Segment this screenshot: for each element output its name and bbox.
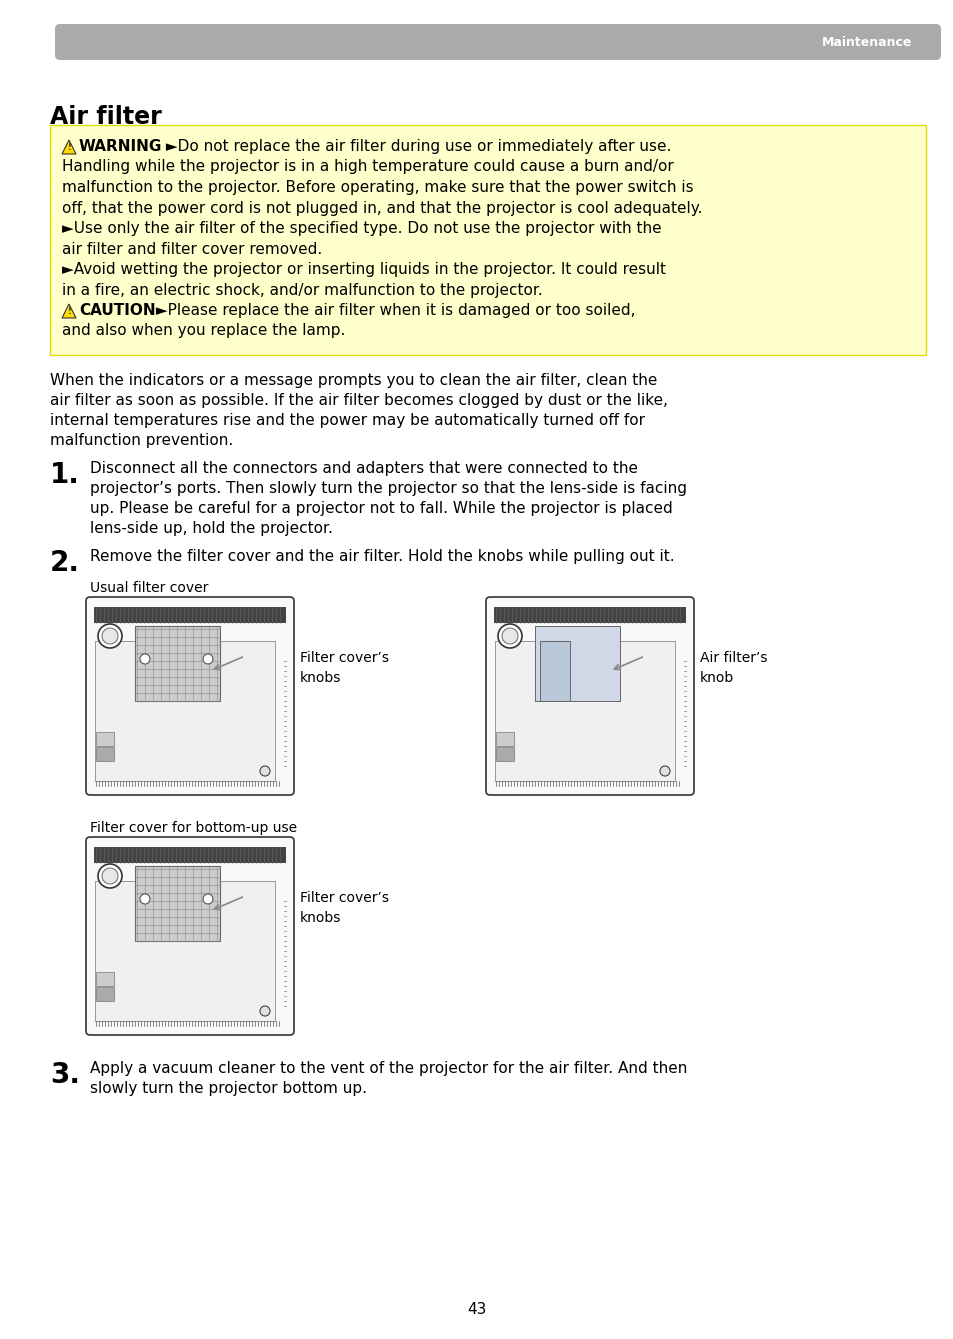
Circle shape — [203, 653, 213, 664]
Text: and also when you replace the lamp.: and also when you replace the lamp. — [62, 324, 345, 339]
Bar — [96, 747, 113, 761]
Bar — [94, 848, 286, 864]
Text: When the indicators or a message prompts you to clean the air filter, clean the: When the indicators or a message prompts… — [50, 374, 657, 388]
Circle shape — [497, 624, 521, 648]
Text: slowly turn the projector bottom up.: slowly turn the projector bottom up. — [90, 1081, 367, 1097]
Text: Air filter: Air filter — [50, 104, 162, 129]
Text: Remove the filter cover and the air filter. Hold the knobs while pulling out it.: Remove the filter cover and the air filt… — [90, 549, 674, 564]
Bar — [95, 881, 274, 1022]
FancyArrowPatch shape — [614, 657, 641, 670]
Text: Maintenance: Maintenance — [821, 36, 911, 48]
Circle shape — [98, 864, 122, 888]
Text: 3.: 3. — [50, 1060, 80, 1089]
Text: malfunction prevention.: malfunction prevention. — [50, 432, 233, 449]
Text: WARNING: WARNING — [79, 139, 162, 154]
Text: Disconnect all the connectors and adapters that were connected to the: Disconnect all the connectors and adapte… — [90, 461, 638, 475]
Circle shape — [140, 653, 150, 664]
Bar — [535, 627, 619, 702]
FancyBboxPatch shape — [86, 597, 294, 795]
Bar — [539, 641, 569, 702]
Text: air filter as soon as possible. If the air filter becomes clogged by dust or the: air filter as soon as possible. If the a… — [50, 394, 667, 408]
Circle shape — [203, 894, 213, 904]
Circle shape — [659, 766, 669, 777]
Bar — [96, 732, 113, 746]
Text: projector’s ports. Then slowly turn the projector so that the lens-side is facin: projector’s ports. Then slowly turn the … — [90, 481, 686, 495]
Text: internal temperatures rise and the power may be automatically turned off for: internal temperatures rise and the power… — [50, 412, 644, 428]
Text: lens-side up, hold the projector.: lens-side up, hold the projector. — [90, 521, 333, 536]
Circle shape — [260, 1006, 270, 1016]
Text: air filter and filter cover removed.: air filter and filter cover removed. — [62, 241, 322, 257]
FancyBboxPatch shape — [55, 24, 940, 60]
Text: off, that the power cord is not plugged in, and that the projector is cool adequ: off, that the power cord is not plugged … — [62, 201, 701, 216]
FancyBboxPatch shape — [50, 125, 925, 355]
Text: ►Avoid wetting the projector or inserting liquids in the projector. It could res: ►Avoid wetting the projector or insertin… — [62, 262, 665, 277]
FancyArrowPatch shape — [214, 897, 242, 909]
Text: !: ! — [68, 142, 71, 151]
Circle shape — [102, 868, 118, 884]
Text: CAUTION: CAUTION — [79, 303, 155, 317]
FancyBboxPatch shape — [86, 837, 294, 1035]
Text: ►Do not replace the air filter during use or immediately after use.: ►Do not replace the air filter during us… — [161, 139, 671, 154]
Circle shape — [102, 628, 118, 644]
Bar — [135, 627, 220, 702]
Bar — [494, 607, 685, 623]
Text: ►Please replace the air filter when it is damaged or too soiled,: ►Please replace the air filter when it i… — [151, 303, 635, 317]
Bar — [96, 987, 113, 1002]
Bar — [496, 732, 514, 746]
Bar — [95, 641, 274, 781]
Circle shape — [98, 624, 122, 648]
Text: Usual filter cover: Usual filter cover — [90, 581, 208, 595]
Text: in a fire, an electric shock, and/or malfunction to the projector.: in a fire, an electric shock, and/or mal… — [62, 283, 542, 297]
Text: malfunction to the projector. Before operating, make sure that the power switch : malfunction to the projector. Before ope… — [62, 179, 693, 195]
Bar — [96, 972, 113, 986]
Text: up. Please be careful for a projector not to fall. While the projector is placed: up. Please be careful for a projector no… — [90, 501, 672, 516]
Polygon shape — [62, 141, 76, 154]
Text: Apply a vacuum cleaner to the vent of the projector for the air filter. And then: Apply a vacuum cleaner to the vent of th… — [90, 1060, 687, 1077]
FancyArrowPatch shape — [214, 657, 242, 670]
Circle shape — [260, 766, 270, 777]
Text: Air filter’s
knob: Air filter’s knob — [700, 651, 767, 684]
Text: ►Use only the air filter of the specified type. Do not use the projector with th: ►Use only the air filter of the specifie… — [62, 221, 661, 236]
FancyBboxPatch shape — [485, 597, 693, 795]
Text: !: ! — [68, 307, 71, 316]
Text: 43: 43 — [467, 1303, 486, 1318]
Text: Handling while the projector is in a high temperature could cause a burn and/or: Handling while the projector is in a hig… — [62, 159, 673, 174]
Bar — [496, 747, 514, 761]
Text: Filter cover for bottom-up use: Filter cover for bottom-up use — [90, 821, 296, 836]
Polygon shape — [62, 304, 76, 317]
Text: Filter cover’s
knobs: Filter cover’s knobs — [299, 890, 389, 924]
Text: 1.: 1. — [50, 461, 80, 489]
Circle shape — [501, 628, 517, 644]
Bar — [495, 641, 675, 781]
Text: 2.: 2. — [50, 549, 80, 577]
Bar — [135, 866, 220, 941]
Text: Filter cover’s
knobs: Filter cover’s knobs — [299, 651, 389, 684]
Bar — [94, 607, 286, 623]
Circle shape — [140, 894, 150, 904]
